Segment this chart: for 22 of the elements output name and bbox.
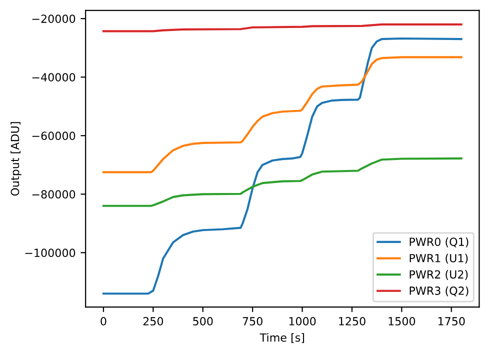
line-series bbox=[102, 56, 462, 174]
legend-label: PWR2 (U2) bbox=[410, 270, 468, 280]
x-axis-title: Time [s] bbox=[260, 333, 304, 344]
y-tick-label: −40000 bbox=[32, 73, 76, 82]
x-tick-label: 1250 bbox=[339, 317, 366, 326]
legend-label: PWR1 (U1) bbox=[410, 254, 468, 264]
line-series bbox=[102, 157, 462, 207]
x-tick-label: 250 bbox=[143, 317, 164, 326]
legend-label: PWR0 (Q1) bbox=[410, 237, 468, 248]
line-series bbox=[102, 23, 462, 32]
x-tick-label: 750 bbox=[242, 317, 262, 326]
legend-label: PWR3 (Q2) bbox=[410, 286, 468, 296]
x-tick-label: 1750 bbox=[438, 317, 465, 326]
y-tick-label: −80000 bbox=[32, 190, 76, 199]
y-tick-label: −60000 bbox=[32, 132, 76, 140]
x-tick-label: 500 bbox=[193, 317, 213, 326]
x-tick-label: 0 bbox=[100, 317, 106, 326]
x-tick-label: 1000 bbox=[289, 317, 316, 326]
y-tick-label: −100000 bbox=[25, 248, 76, 258]
x-tick-label: 1500 bbox=[388, 317, 416, 326]
y-tick-label: −20000 bbox=[32, 14, 76, 23]
y-axis-title: Output [ADU] bbox=[10, 122, 22, 196]
